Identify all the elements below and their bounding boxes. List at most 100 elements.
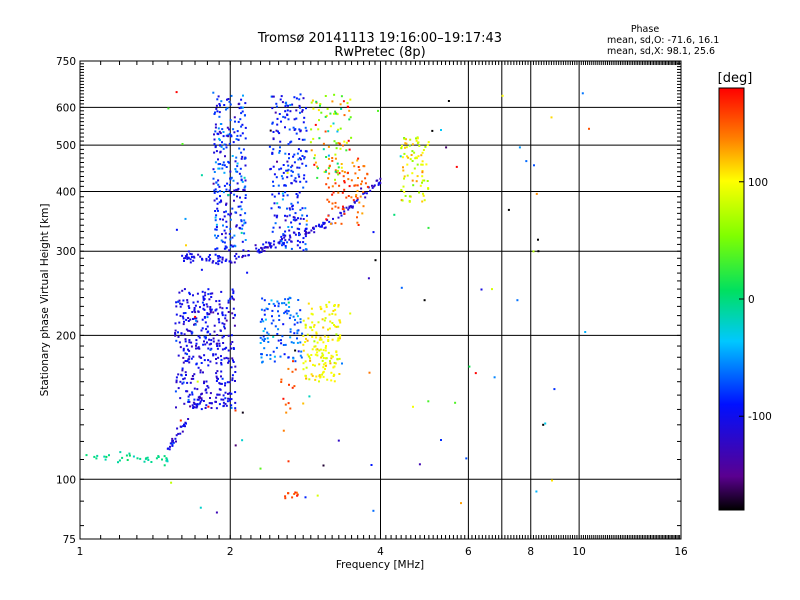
data-point [331,185,334,188]
data-point [225,203,227,206]
data-point [340,166,343,169]
data-point [218,255,220,258]
data-point [189,318,192,321]
data-point [491,288,493,291]
data-point [356,221,359,224]
data-point [187,418,190,420]
data-point [412,184,415,187]
data-point [305,377,308,380]
data-point [193,323,195,326]
data-point [286,312,289,315]
data-point [128,454,131,457]
data-point [277,302,280,305]
data-point [286,169,289,172]
data-point [270,245,273,248]
data-point [293,323,296,326]
data-point [447,100,450,102]
data-point [194,315,197,318]
data-point [230,366,233,369]
data-point [237,103,240,106]
data-point [310,149,313,152]
data-point [284,497,287,500]
data-point [296,239,299,242]
data-point [240,231,243,234]
data-point [139,457,142,460]
data-point [218,388,221,391]
data-point [306,214,308,217]
data-point [294,128,297,131]
data-point [365,192,368,195]
data-point [290,169,293,172]
data-point [201,290,204,293]
data-point [310,229,313,232]
data-point [293,332,296,335]
data-point [326,107,329,110]
data-point [301,332,304,335]
data-point [241,110,244,113]
data-point [317,167,319,170]
data-point [299,246,302,249]
data-point [313,345,316,348]
data-point [284,105,287,108]
data-point [298,157,301,160]
data-point [287,226,290,228]
data-point [193,402,196,405]
data-point [190,345,193,348]
data-point [304,228,307,231]
data-point [350,196,353,199]
data-point [346,172,349,175]
data-point [272,165,275,168]
data-point [324,115,327,118]
data-point [314,123,317,126]
data-point [337,142,340,144]
data-point [193,307,196,309]
data-point [421,160,424,163]
stats-o-mode: mean, sd,O: -71.6, 16.1 [607,35,719,46]
data-point [337,169,339,172]
data-point [318,375,321,378]
data-point [290,247,293,250]
data-point [282,171,285,174]
data-point [227,349,230,352]
data-point [315,375,318,378]
data-point [405,146,408,149]
data-point [221,167,224,170]
data-point [212,177,215,180]
data-point [214,130,217,133]
data-point [220,261,223,264]
stats-label: Phase [631,24,660,35]
data-point [200,408,203,411]
data-point [363,165,366,168]
data-point [224,402,227,405]
data-point [285,169,288,172]
data-point [345,149,348,152]
data-point [299,341,302,344]
data-point [421,151,424,154]
data-point [294,491,297,494]
data-point [322,326,325,329]
data-point [175,339,178,342]
data-point [208,338,211,341]
data-point [525,160,528,163]
data-point [260,356,263,359]
data-point [202,295,205,298]
data-point [319,305,322,308]
data-point [264,318,267,321]
data-point [341,170,344,173]
data-point [247,254,250,257]
data-point [322,375,325,378]
data-point [403,175,406,178]
data-point [226,98,228,101]
data-point [214,216,217,219]
data-point [313,364,316,367]
data-point [234,314,236,317]
data-point [291,164,294,167]
data-point [93,455,96,458]
data-point [375,179,378,182]
data-point [216,98,219,101]
data-point [214,253,217,256]
data-point [362,205,365,208]
data-point [316,176,319,179]
data-point [307,231,310,234]
data-point [339,103,342,106]
